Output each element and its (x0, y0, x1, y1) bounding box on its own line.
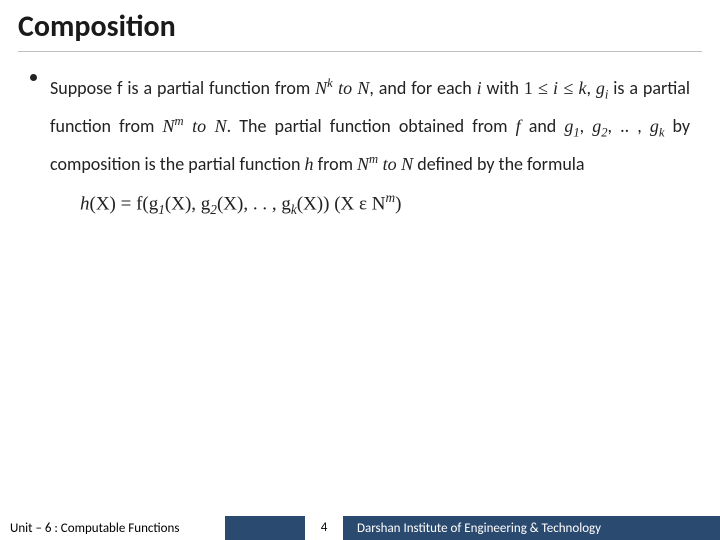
math-toN: to N (333, 78, 370, 98)
formula-sub-2: 2 (210, 202, 217, 217)
formula-sup-m: m (385, 190, 395, 205)
text: defined by the formula (413, 153, 584, 175)
text: , .. , (608, 115, 650, 137)
footer-institute: Darshan Institute of Engineering & Techn… (343, 521, 720, 536)
math-1le: 1 ≤ (524, 78, 548, 98)
footer-unit: Unit – 6 : Computable Functions (0, 516, 225, 540)
formula-sub-1: 1 (158, 202, 165, 217)
math-g1: g (564, 116, 573, 136)
math-g2: g (592, 116, 601, 136)
formula-h: h (80, 193, 90, 214)
text: with (482, 77, 524, 99)
math-sup-m: m (369, 152, 378, 166)
body-paragraph: Suppose f is a partial function from Nk … (0, 52, 720, 184)
math-N: N (315, 78, 327, 98)
text: . The partial function obtained from (227, 115, 516, 137)
math-toN: to N (184, 116, 227, 136)
formula-part: (X), g (165, 193, 210, 214)
formula-part: (X)) (X ε N (297, 193, 386, 214)
bullet-icon (30, 74, 37, 81)
slide: Composition Suppose f is a partial funct… (0, 0, 720, 540)
formula-end: ) (395, 193, 401, 214)
text: , and for each (369, 77, 476, 99)
math-N: N (163, 116, 175, 136)
footer-page-number: 4 (305, 516, 343, 540)
text: , (587, 77, 596, 99)
formula: h(X) = f(g1(X), g2(X), . . , gk(X)) (X ε… (0, 184, 720, 218)
math-N: N (357, 154, 369, 174)
math-g: g (596, 78, 605, 98)
formula-part: (X) = f(g (90, 193, 159, 214)
math-gk: g (650, 116, 659, 136)
math-ilek: i ≤ k (553, 78, 587, 98)
math-toN: to N (378, 154, 413, 174)
formula-part: (X), . . , g (217, 193, 291, 214)
math-h: h (305, 154, 314, 174)
text: and (521, 115, 565, 137)
slide-title: Composition (0, 0, 720, 51)
footer: Unit – 6 : Computable Functions 4 Darsha… (0, 516, 720, 540)
math-sup-m: m (175, 114, 184, 128)
math-sub-1: 1 (573, 126, 579, 140)
text: from (314, 153, 358, 175)
text: Suppose f is a partial function from (50, 77, 315, 99)
